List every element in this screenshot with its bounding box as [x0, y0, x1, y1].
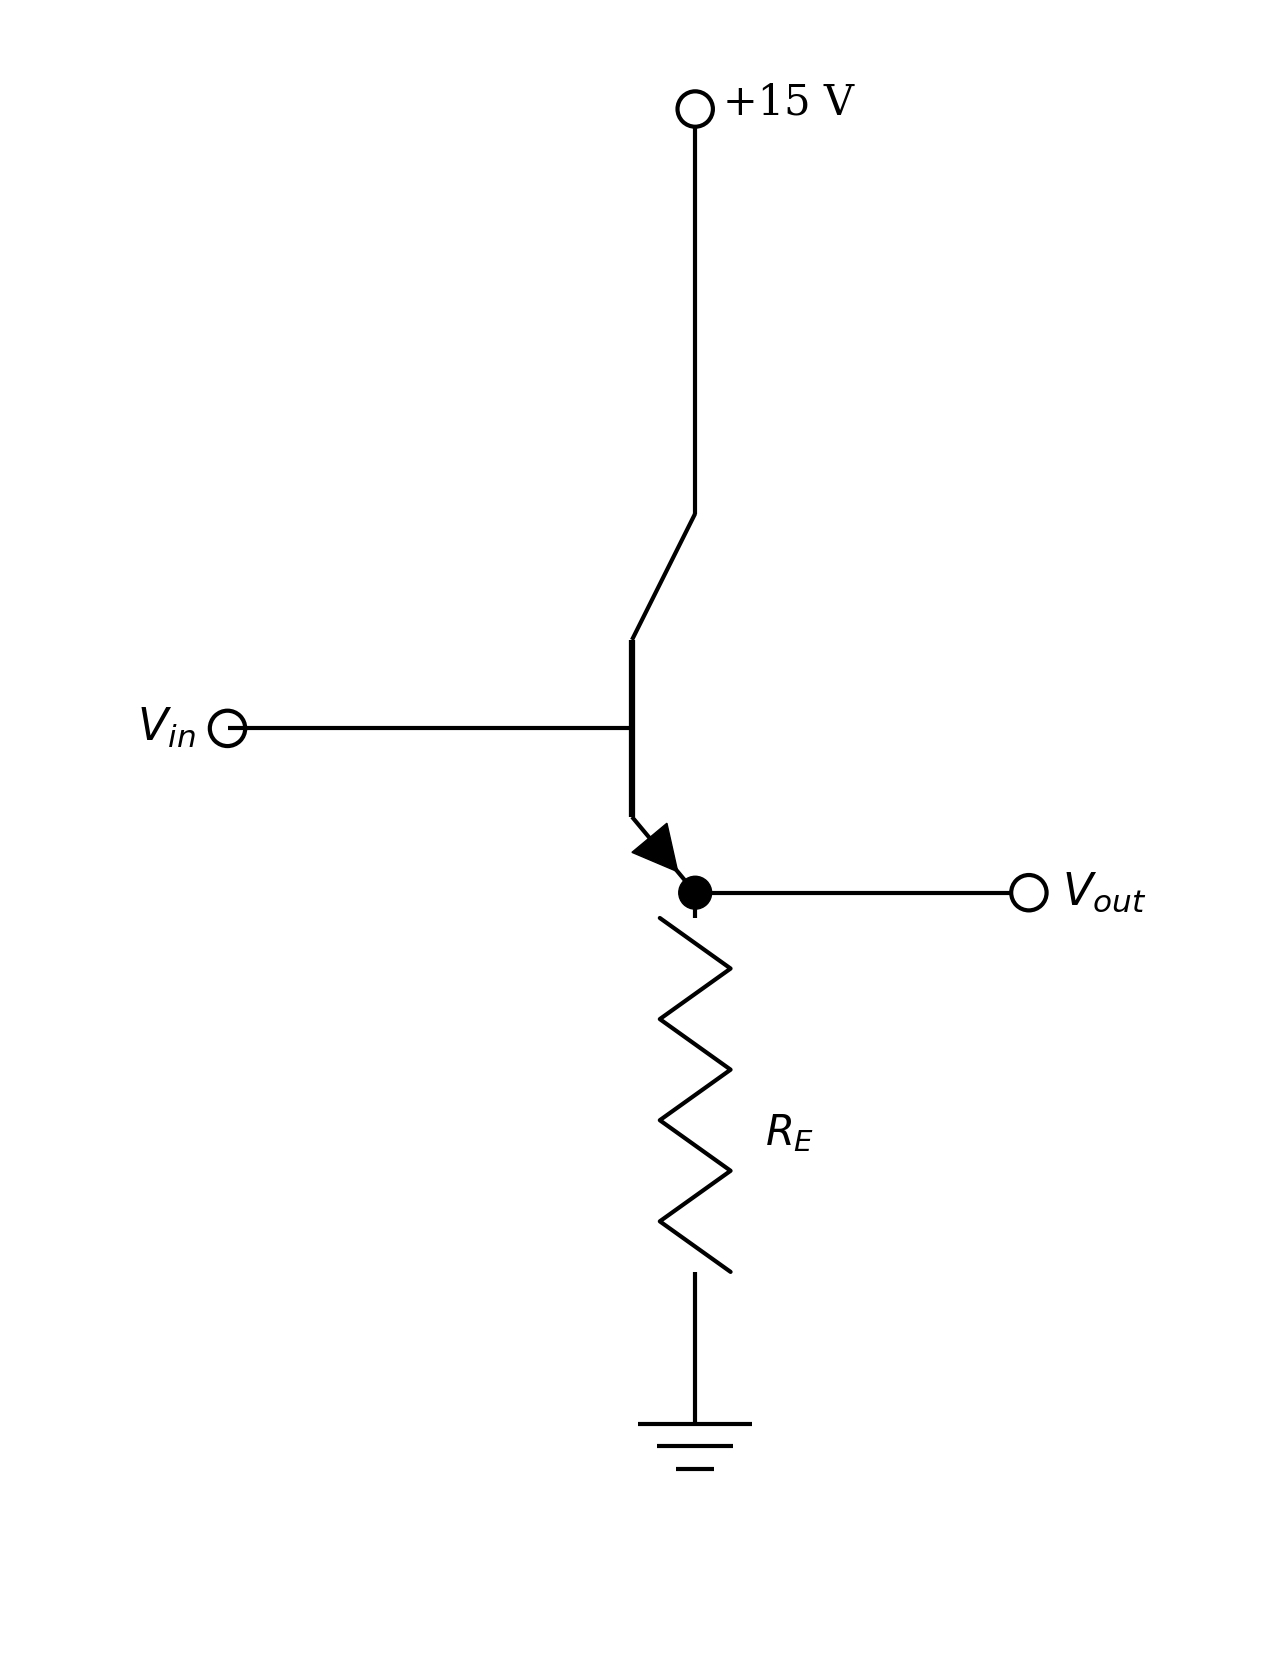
- Text: $V_{out}$: $V_{out}$: [1062, 871, 1146, 914]
- Text: $V_{in}$: $V_{in}$: [138, 707, 196, 750]
- Text: +15 V: +15 V: [723, 81, 854, 124]
- Circle shape: [679, 876, 712, 909]
- Text: $R_E$: $R_E$: [765, 1112, 814, 1155]
- Polygon shape: [632, 823, 678, 871]
